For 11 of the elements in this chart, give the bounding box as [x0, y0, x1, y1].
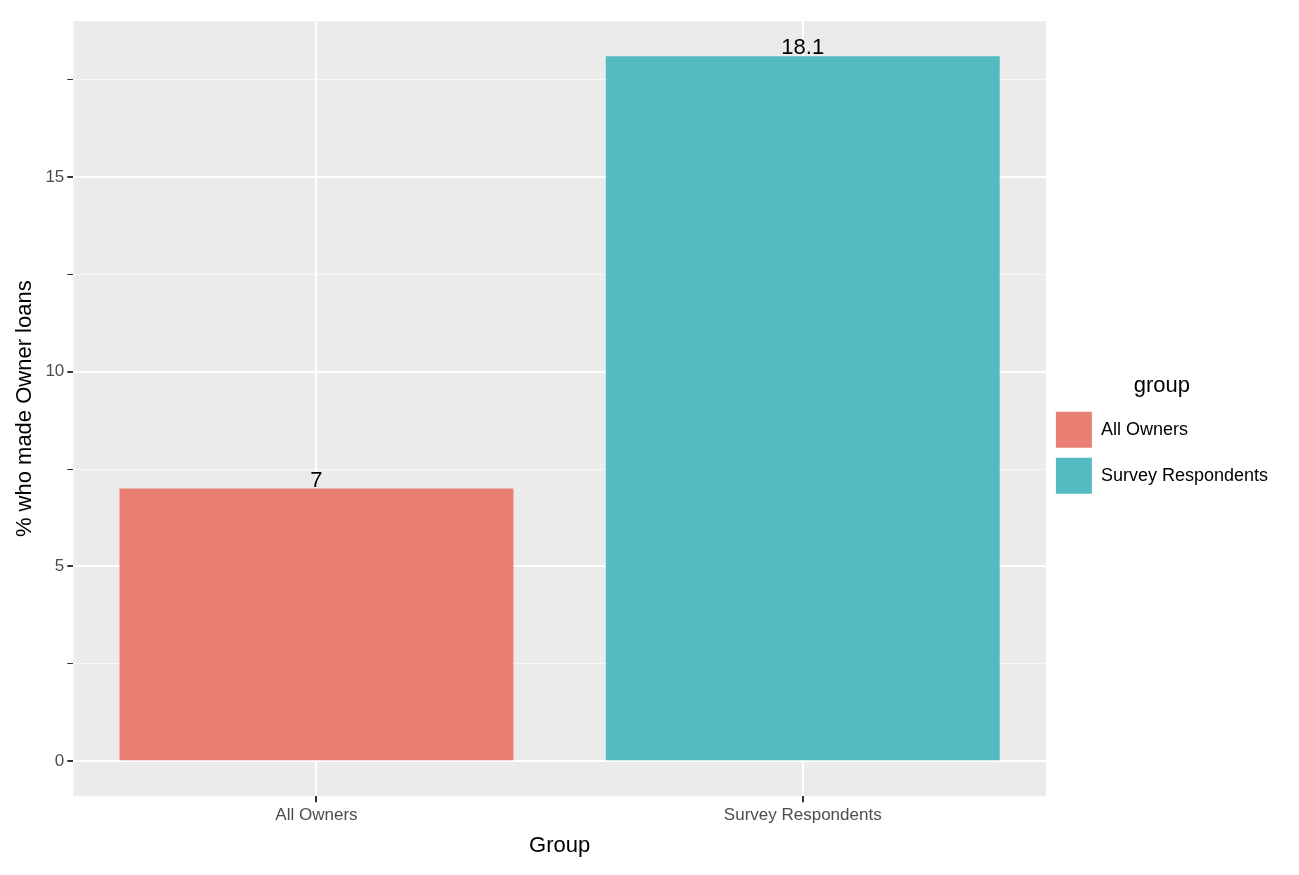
- legend-label: All Owners: [1100, 418, 1188, 439]
- data-label: 7: [310, 466, 323, 492]
- y-tick-label: 5: [54, 556, 65, 576]
- y-axis-title: % who made Owner loans: [11, 280, 37, 538]
- legend-label: Survey Respondents: [1100, 464, 1269, 485]
- y-tick-label: 0: [54, 750, 65, 770]
- y-tick-label: 10: [45, 361, 65, 381]
- data-label: 18.1: [781, 34, 825, 60]
- legend-title: group: [1133, 372, 1191, 398]
- y-tick-label: 15: [45, 166, 65, 186]
- x-axis-title: Group: [529, 831, 591, 857]
